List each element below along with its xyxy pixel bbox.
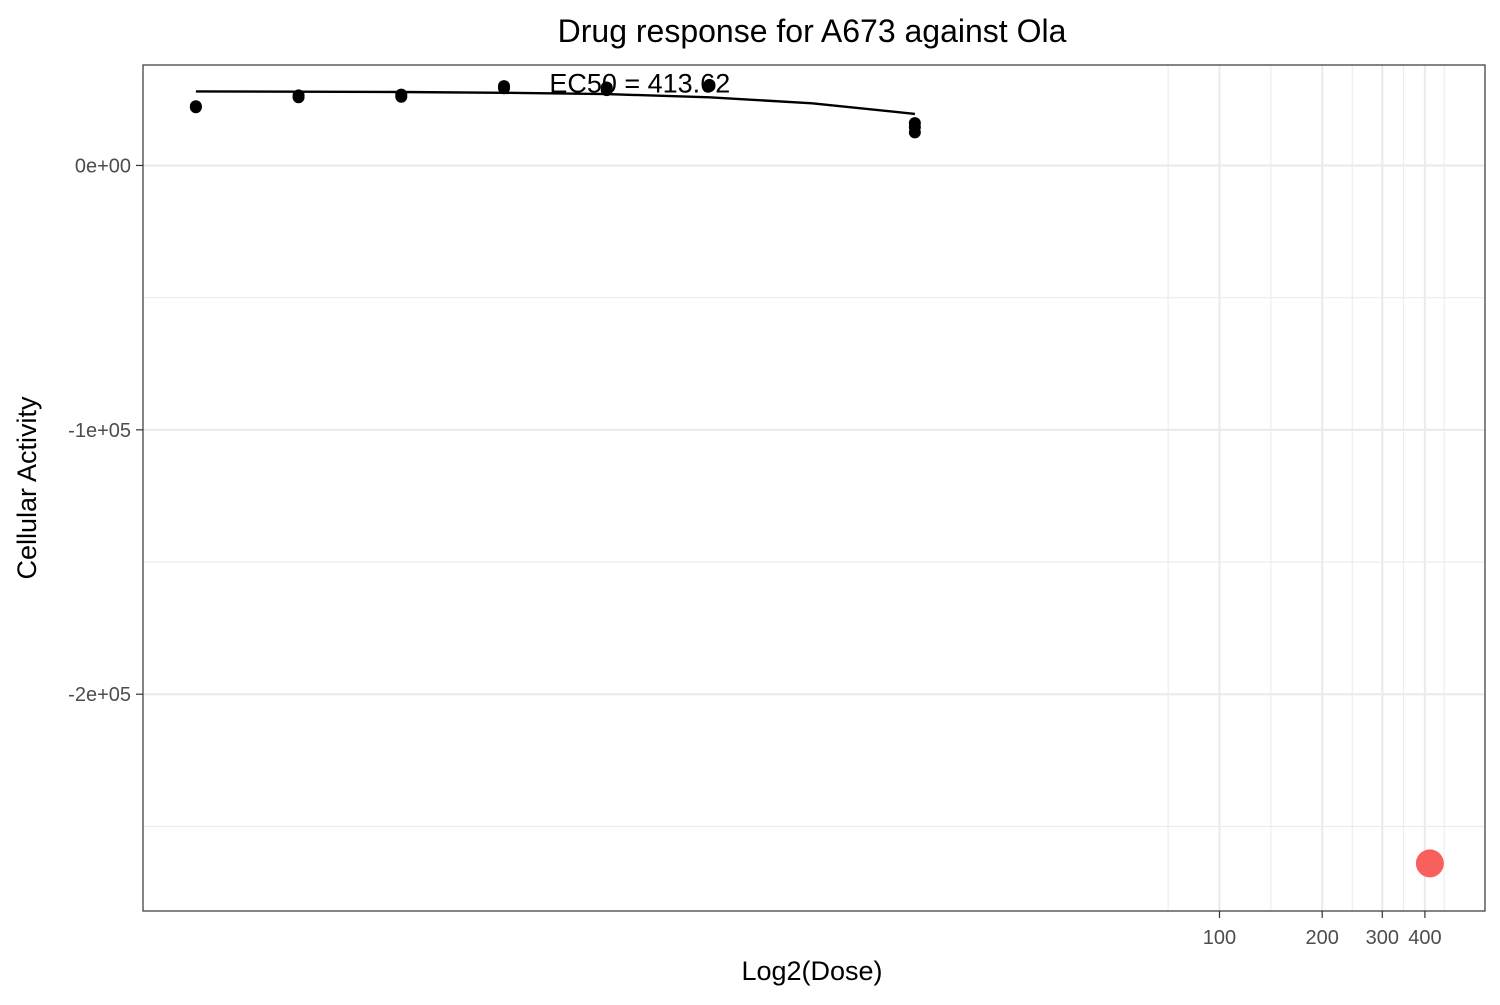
- fit-curve: [195, 90, 916, 116]
- chart-title: Drug response for A673 against Ola: [558, 13, 1067, 49]
- data-point: [189, 101, 202, 114]
- axis-ticks: 0e+00 -1e+05 -2e+05 100 200 300 400: [68, 155, 1441, 949]
- data-point: [703, 80, 716, 93]
- ec50-point: [1415, 849, 1444, 878]
- data-points-layer: [189, 78, 921, 139]
- x-tick-label: 200: [1306, 927, 1339, 949]
- y-tick-label: -1e+05: [68, 420, 131, 442]
- x-tick-label: 400: [1408, 927, 1441, 949]
- data-point: [395, 90, 408, 103]
- y-tick-label: -2e+05: [68, 684, 131, 706]
- fit-curve-layer: [195, 90, 916, 116]
- annotation-layer: EC50 = 413.62: [549, 69, 730, 99]
- y-axis-label: Cellular Activity: [12, 396, 42, 580]
- data-point: [600, 84, 613, 97]
- y-tick-label: 0e+00: [75, 155, 131, 177]
- ec50-marker-layer: [1415, 849, 1444, 878]
- x-axis-label: Log2(Dose): [741, 956, 882, 986]
- x-tick-label: 100: [1203, 927, 1236, 949]
- data-point: [497, 82, 510, 95]
- plot-panel-border: [142, 64, 1486, 912]
- x-tick-label: 300: [1366, 927, 1399, 949]
- grid-lines: [143, 65, 1485, 911]
- data-point: [908, 126, 921, 139]
- data-point: [292, 91, 305, 104]
- ec50-annotation: EC50 = 413.62: [549, 69, 730, 99]
